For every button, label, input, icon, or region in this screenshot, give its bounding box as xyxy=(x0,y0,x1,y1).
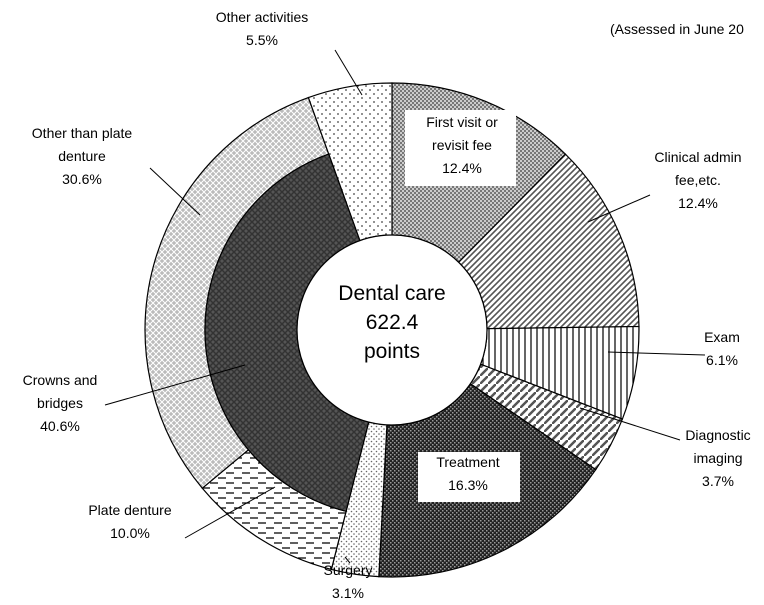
label: Other activities xyxy=(216,9,309,25)
label: Surgery xyxy=(323,562,372,578)
label-line: imaging xyxy=(693,450,742,466)
label-line: revisit fee xyxy=(432,137,492,153)
rings xyxy=(144,82,640,578)
leader xyxy=(104,364,246,406)
label-box xyxy=(405,110,516,186)
value-label: 10.0% xyxy=(110,525,150,541)
label: Other than plate denture xyxy=(32,125,133,164)
value-label: 30.6% xyxy=(62,171,102,187)
label-line: bridges xyxy=(37,395,83,411)
value-label: 12.4% xyxy=(678,195,718,211)
label-line: Plate denture xyxy=(88,502,171,518)
label-line: Other than plate xyxy=(32,125,133,141)
leader xyxy=(587,194,651,223)
value-label: 40.6% xyxy=(40,418,80,434)
leader xyxy=(334,49,363,96)
value-label: 12.4% xyxy=(442,160,482,176)
center-line: Dental care xyxy=(338,282,445,305)
label-line: fee,etc. xyxy=(675,172,721,188)
center-line: points xyxy=(364,340,420,363)
label-line: Crowns and xyxy=(23,372,98,388)
value-label: 5.5% xyxy=(246,32,278,48)
leader xyxy=(579,407,681,441)
label-line: Surgery xyxy=(323,562,372,578)
label-line: Diagnostic xyxy=(685,427,750,443)
label: Crowns and bridges xyxy=(23,372,98,411)
label-line: Exam xyxy=(704,329,740,345)
hole xyxy=(296,234,488,426)
label: Exam xyxy=(704,329,740,345)
label: Clinical admin fee,etc. xyxy=(654,149,741,188)
value-label: 6.1% xyxy=(706,352,738,368)
label-box xyxy=(418,452,520,502)
leader xyxy=(344,556,351,564)
center-line: 622.4 xyxy=(366,311,419,334)
label: Treatment xyxy=(436,454,499,470)
label-line: Other activities xyxy=(216,9,309,25)
label-line: First visit or xyxy=(426,114,498,130)
label: First visit or revisit fee xyxy=(426,114,498,153)
label: Plate denture xyxy=(88,502,171,518)
label-line: denture xyxy=(58,148,106,164)
value-label: 16.3% xyxy=(448,477,488,493)
leader xyxy=(149,167,201,216)
leader xyxy=(607,351,706,356)
leader xyxy=(184,486,276,539)
label-line: Treatment xyxy=(436,454,499,470)
label: Diagnostic imaging xyxy=(685,427,750,466)
note: (Assessed in June 20 xyxy=(610,21,744,37)
value-label: 3.1% xyxy=(332,585,364,601)
value-label: 3.7% xyxy=(702,473,734,489)
label-line: Clinical admin xyxy=(654,149,741,165)
center-label: Dental care 622.4 points xyxy=(338,282,445,363)
